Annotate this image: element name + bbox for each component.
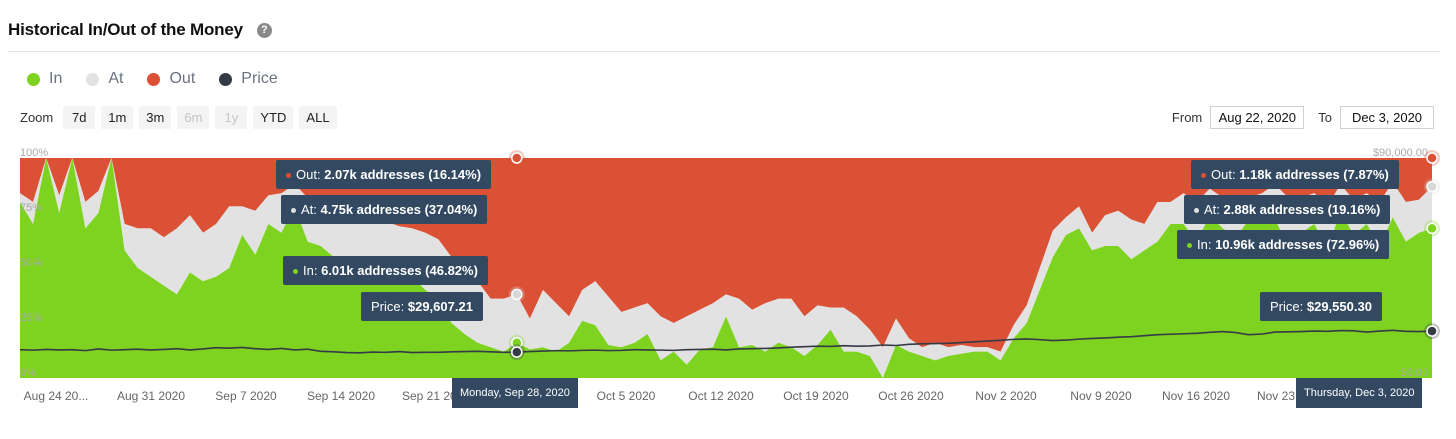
zoom-button-7d[interactable]: 7d (63, 106, 96, 129)
legend-label: Price (241, 70, 278, 87)
date-range: From Aug 22, 2020 To Dec 3, 2020 (1172, 106, 1434, 129)
zoom-button-all[interactable]: ALL (299, 106, 337, 129)
tooltip-label: Price: (1270, 299, 1304, 314)
legend-dot (86, 72, 100, 86)
tooltip-left-in: In: 6.01k addresses (46.82%) (283, 256, 488, 285)
price-line (19, 329, 1433, 354)
legend: In At Out Price (27, 70, 278, 88)
legend-item-out[interactable]: Out (147, 70, 195, 88)
zoom-button-1y: 1y (215, 106, 248, 129)
zoom-button-ytd[interactable]: YTD (253, 106, 294, 129)
crosshair-date-left: Monday, Sep 28, 2020 (452, 378, 578, 408)
legend-dot (147, 72, 161, 86)
tooltip-label: At: (1204, 202, 1220, 217)
right-marker-out (1426, 152, 1438, 164)
x-tick-label: Oct 12 2020 (688, 389, 754, 403)
tooltip-right-at: At: 2.88k addresses (19.16%) (1184, 195, 1391, 224)
x-tick-label: Oct 26 2020 (878, 389, 944, 403)
area-at (20, 158, 1432, 378)
tooltip-left-out: Out: 2.07k addresses (16.14%) (276, 160, 492, 189)
area-in (20, 158, 1432, 378)
to-label: To (1318, 110, 1332, 125)
out-dot (1201, 173, 1206, 179)
right-marker-at (1426, 180, 1438, 193)
tooltip-left-at: At: 4.75k addresses (37.04%) (281, 195, 488, 224)
out-dot (286, 173, 291, 179)
tooltip-value: 2.88k addresses (19.16%) (1223, 202, 1381, 217)
x-axis: Aug 24 20... Aug 31 2020 Sep 7 2020 Sep 14 … (24, 389, 1326, 403)
header: Historical In/Out of the Money ? (8, 14, 272, 46)
help-icon[interactable]: ? (256, 22, 272, 38)
x-tick-label: Oct 19 2020 (783, 389, 849, 403)
tooltip-right-price: Price: $29,550.30 (1260, 292, 1382, 321)
tooltip-label: In: (303, 263, 318, 278)
legend-dot (27, 72, 40, 86)
y-tick-left: 0% (20, 367, 36, 379)
x-tick-label: Aug 31 2020 (117, 389, 185, 403)
y-tick-left: 100% (20, 147, 48, 159)
tooltip-right-out: Out: 1.18k addresses (7.87%) (1191, 160, 1399, 189)
page-title: Historical In/Out of the Money (8, 20, 243, 39)
in-dot (1187, 243, 1192, 249)
zoom-button-3m[interactable]: 3m (139, 106, 172, 129)
tooltip-right-in: In: 10.96k addresses (72.96%) (1177, 230, 1390, 259)
x-tick-label: Aug 24 20... (24, 389, 89, 403)
tooltip-value: $29,607.21 (407, 299, 473, 314)
tooltip-value: 1.18k addresses (7.87%) (1239, 167, 1389, 182)
tooltip-label: At: (301, 202, 317, 217)
left-marker-out (511, 152, 523, 164)
legend-label: At (108, 70, 124, 87)
at-dot (1194, 208, 1199, 214)
zoom-controls: Zoom 7d 1m 3m 6m 1y YTD ALL (20, 106, 337, 129)
legend-dot (219, 72, 233, 86)
tooltip-label: In: (1197, 237, 1212, 252)
legend-label: Out (169, 70, 196, 87)
in-dot (293, 269, 298, 275)
tooltip-left-price: Price: $29,607.21 (361, 292, 483, 321)
tooltip-value: 10.96k addresses (72.96%) (1215, 237, 1380, 252)
tooltip-value: 4.75k addresses (37.04%) (320, 202, 478, 217)
to-date-input[interactable]: Dec 3, 2020 (1340, 106, 1434, 129)
left-marker-price (511, 346, 523, 358)
zoom-label: Zoom (20, 110, 54, 125)
x-tick-label: Nov 2 2020 (975, 389, 1037, 403)
x-tick-label: Nov 9 2020 (1070, 389, 1132, 403)
right-marker-in (1426, 222, 1438, 235)
tooltip-value: 6.01k addresses (46.82%) (321, 263, 478, 278)
x-tick-label: Nov 16 2020 (1162, 389, 1230, 403)
y-tick-right: $90,000.00 (1373, 147, 1428, 159)
divider (8, 51, 1440, 52)
y-tick-left: 75% (20, 202, 42, 214)
tooltip-label: Price: (371, 299, 405, 314)
tooltip-label: Out: (1211, 167, 1236, 182)
y-tick-left: 25% (20, 312, 42, 324)
zoom-button-1m[interactable]: 1m (101, 106, 134, 129)
crosshair-date-right: Thursday, Dec 3, 2020 (1296, 378, 1423, 408)
y-tick-left: 50% (20, 257, 42, 269)
right-marker-price (1426, 325, 1438, 337)
at-dot (291, 208, 296, 214)
x-tick-label: Sep 7 2020 (215, 389, 277, 403)
x-tick-label: Sep 14 2020 (307, 389, 375, 403)
legend-item-at[interactable]: At (86, 70, 123, 88)
zoom-button-6m: 6m (177, 106, 210, 129)
tooltip-label: Out: (296, 167, 321, 182)
tooltip-value: 2.07k addresses (16.14%) (324, 167, 482, 182)
chart-areas (19, 158, 1433, 378)
hover-markers (508, 150, 1440, 361)
legend-label: In (49, 70, 63, 87)
from-date-input[interactable]: Aug 22, 2020 (1210, 106, 1305, 129)
legend-item-in[interactable]: In (27, 70, 62, 88)
legend-item-price[interactable]: Price (219, 70, 278, 88)
from-label: From (1171, 110, 1203, 125)
tooltip-value: $29,550.30 (1306, 299, 1372, 314)
y-axis: 0% 25% 50% 75% 100% $0.00 $90,000.00 (20, 147, 1428, 379)
x-tick-label: Oct 5 2020 (597, 389, 656, 403)
left-marker-at (511, 288, 523, 301)
y-tick-right: $0.00 (1400, 367, 1428, 379)
